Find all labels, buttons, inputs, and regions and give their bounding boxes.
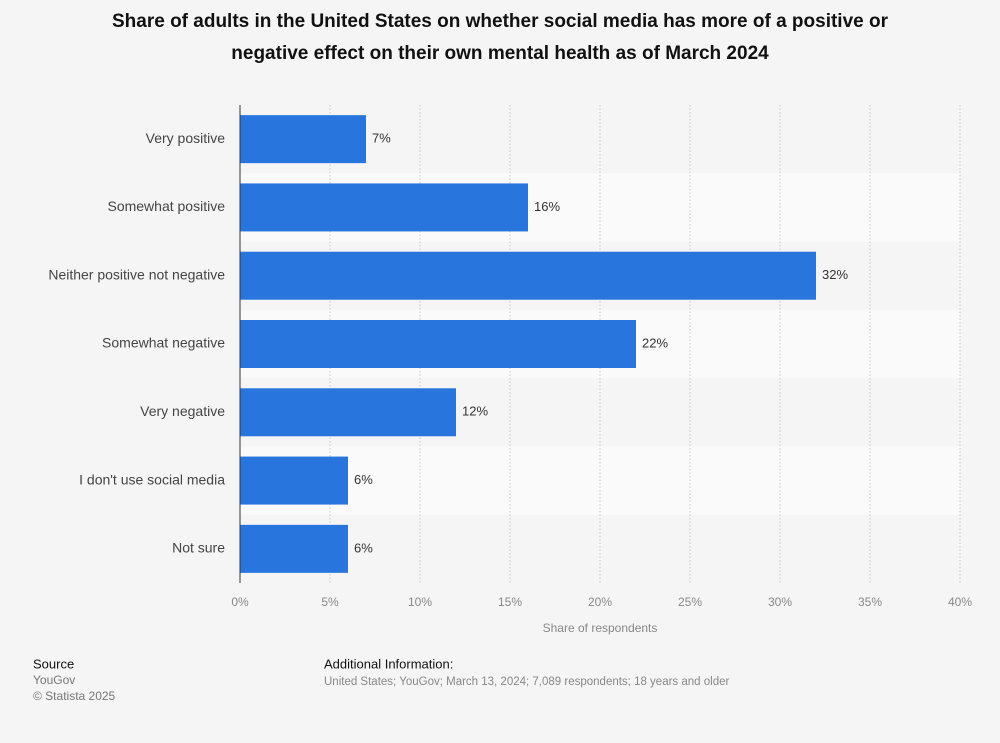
y-tick-label: Somewhat negative (102, 335, 225, 351)
x-tick-label: 20% (588, 595, 612, 609)
data-label: 12% (462, 404, 488, 419)
info: United States; YouGov; March 13, 2024; 7… (324, 676, 729, 688)
data-label: 7% (372, 131, 391, 146)
bar (240, 183, 528, 232)
source: YouGov (33, 673, 75, 687)
copyright: © Statista 2025 (33, 689, 116, 703)
bar (240, 251, 816, 300)
bar (240, 115, 366, 164)
y-tick-label: Neither positive not negative (48, 266, 225, 282)
x-tick-label: 40% (948, 595, 972, 609)
x-tick-label: 35% (858, 595, 882, 609)
x-tick-label: 0% (231, 595, 249, 609)
data-label: 32% (822, 267, 848, 282)
bar (240, 456, 348, 505)
y-tick-label: Not sure (172, 540, 225, 556)
x-tick-label: 30% (768, 595, 792, 609)
data-label: 22% (642, 335, 668, 350)
x-tick-label: 15% (498, 595, 522, 609)
y-tick-label: Very negative (140, 403, 225, 419)
x-tick-label: 10% (408, 595, 432, 609)
source-title: Source (33, 656, 74, 671)
y-tick-label: Somewhat positive (107, 198, 225, 214)
bar (240, 320, 636, 368)
chart-title: Share of adults in the United States on … (112, 11, 889, 32)
data-label: 16% (534, 199, 560, 214)
chart-title: negative effect on their own mental heal… (231, 43, 769, 64)
data-label: 6% (354, 472, 373, 487)
y-tick-label: Very positive (146, 130, 226, 146)
bar (240, 388, 456, 437)
x-axis-title: Share of respondents (543, 621, 658, 635)
x-tick-label: 25% (678, 595, 702, 609)
x-tick-label: 5% (321, 595, 339, 609)
data-label: 6% (354, 540, 373, 555)
bar (240, 524, 348, 573)
info-title: Additional Information: (324, 656, 453, 671)
y-tick-label: I don't use social media (79, 471, 225, 487)
